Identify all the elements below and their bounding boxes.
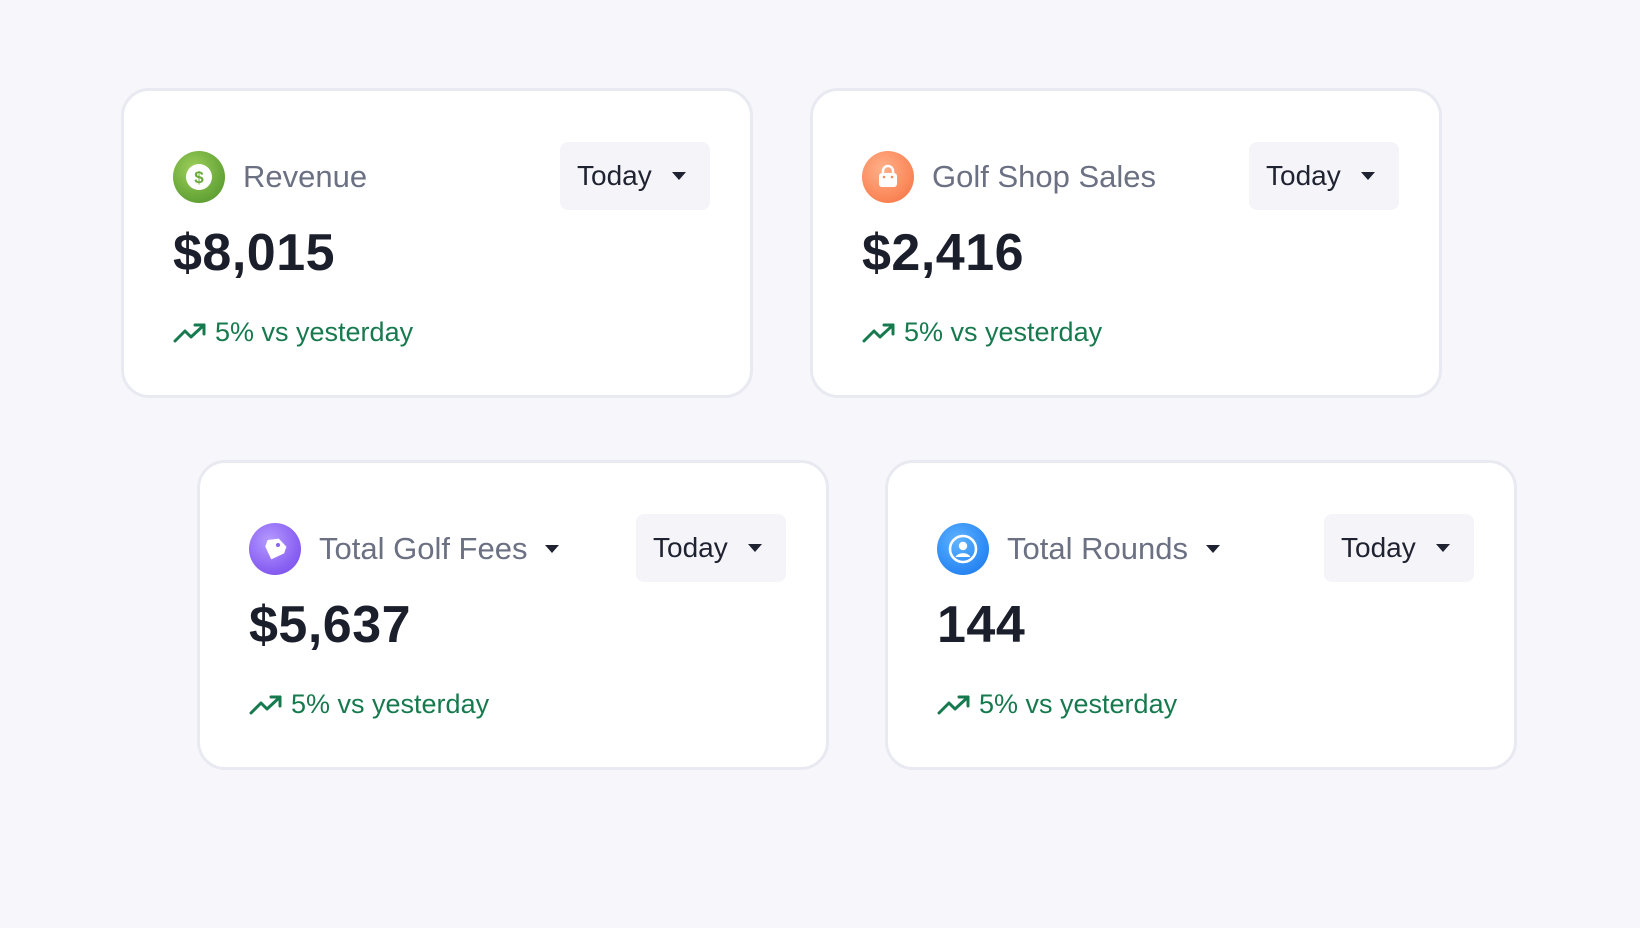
chevron-down-icon xyxy=(671,172,686,180)
period-dropdown[interactable]: Today xyxy=(636,514,786,582)
card-title-row: Golf Shop Sales xyxy=(862,151,1156,203)
chevron-down-icon xyxy=(747,544,762,552)
revenue-card: $ Revenue Today $8,015 5% vs yesterday xyxy=(121,88,753,398)
card-title: Revenue xyxy=(243,159,368,194)
trend-indicator: 5% vs yesterday xyxy=(862,317,1102,348)
period-label: Today xyxy=(577,160,652,191)
card-title-row[interactable]: Total Golf Fees xyxy=(249,523,560,575)
trend-text: 5% vs yesterday xyxy=(904,317,1103,347)
shopping-bag-icon xyxy=(862,151,914,203)
chevron-down-icon xyxy=(545,545,560,553)
period-label: Today xyxy=(1341,532,1416,563)
card-title-row: $ Revenue xyxy=(173,151,367,203)
svg-text:$: $ xyxy=(194,168,204,187)
price-tag-icon xyxy=(249,523,301,575)
golf-shop-sales-card: Golf Shop Sales Today $2,416 5% vs yeste… xyxy=(810,88,1442,398)
trend-indicator: 5% vs yesterday xyxy=(937,689,1177,720)
card-title-row[interactable]: Total Rounds xyxy=(937,523,1220,575)
user-icon xyxy=(937,523,989,575)
trending-up-icon xyxy=(937,695,970,714)
chevron-down-icon xyxy=(1205,545,1220,553)
trending-up-icon xyxy=(249,695,282,714)
card-title: Golf Shop Sales xyxy=(932,159,1157,194)
card-title: Total Golf Fees xyxy=(319,531,528,566)
trend-indicator: 5% vs yesterday xyxy=(173,317,413,348)
chevron-down-icon xyxy=(1360,172,1375,180)
card-value: 144 xyxy=(937,596,1026,654)
total-rounds-card: Total Rounds Today 144 5% vs yesterday xyxy=(885,460,1517,770)
trend-text: 5% vs yesterday xyxy=(291,689,490,719)
card-value: $8,015 xyxy=(173,224,336,282)
period-dropdown[interactable]: Today xyxy=(1324,514,1474,582)
chevron-down-icon xyxy=(1435,544,1450,552)
period-label: Today xyxy=(1266,160,1341,191)
trend-text: 5% vs yesterday xyxy=(215,317,414,347)
trend-text: 5% vs yesterday xyxy=(979,689,1178,719)
total-golf-fees-card: Total Golf Fees Today $5,637 5% vs yeste… xyxy=(197,460,829,770)
card-value: $5,637 xyxy=(249,596,412,654)
period-dropdown[interactable]: Today xyxy=(1249,142,1399,210)
dollar-icon: $ xyxy=(173,151,225,203)
card-value: $2,416 xyxy=(862,224,1025,282)
card-title: Total Rounds xyxy=(1007,531,1188,566)
trending-up-icon xyxy=(173,323,206,342)
period-label: Today xyxy=(653,532,728,563)
trend-indicator: 5% vs yesterday xyxy=(249,689,489,720)
period-dropdown[interactable]: Today xyxy=(560,142,710,210)
trending-up-icon xyxy=(862,323,895,342)
